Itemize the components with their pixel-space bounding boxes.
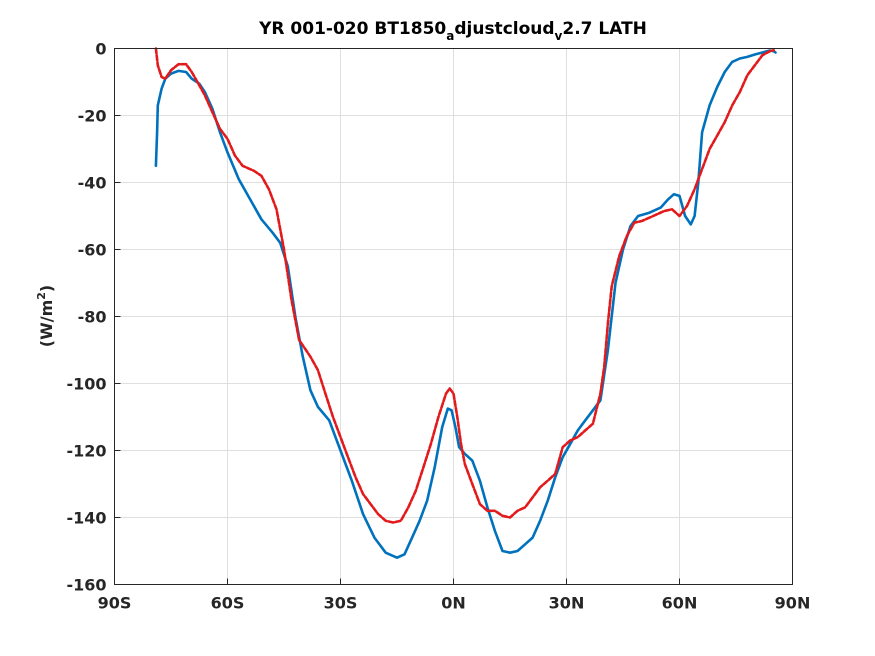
x-tick-label: 60S [211,594,245,613]
x-tick-label: 60N [662,594,698,613]
title-subscript-a: a [446,29,454,43]
x-axis: 90S 60S 30S 0N 30N 60N 90N [98,578,811,613]
series-layer [154,47,777,560]
title-subscript-v: v [555,29,563,43]
title-part-a: YR 001-020 BT1850 [258,19,446,39]
y-tick-label: -80 [78,308,107,327]
x-tick-label: 0N [441,594,466,613]
y-tick-label: -40 [78,174,107,193]
x-tick-label: 90S [98,594,132,613]
y-axis-label-superscript: 2 [35,292,48,300]
y-axis-label-main: (W/m [37,300,56,347]
y-tick-label: -20 [78,107,107,126]
y-axis-label: (W/m2) [35,285,56,347]
series-line-1 [154,49,777,560]
x-tick-label: 30N [549,594,585,613]
y-axis-label-close: ) [37,285,56,292]
y-tick-label: -120 [66,442,106,461]
chart-title: YR 001-020 BT1850adjustcloudv2.7 LATH [258,19,647,43]
y-tick-label: -100 [66,375,106,394]
y-tick-label: -60 [78,241,107,260]
y-axis: 0 -20 -40 -60 -80 -100 -120 -140 -160 [66,40,121,595]
series-line-2 [154,47,776,524]
y-tick-label: -160 [66,576,106,595]
title-part-c: djustcloud [454,19,554,39]
x-tick-label: 30S [324,594,358,613]
title-part-e: 2.7 LATH [562,19,647,39]
x-tick-label: 90N [775,594,811,613]
grid [114,48,793,585]
y-tick-label: 0 [95,40,106,59]
y-tick-label: -140 [66,509,106,528]
